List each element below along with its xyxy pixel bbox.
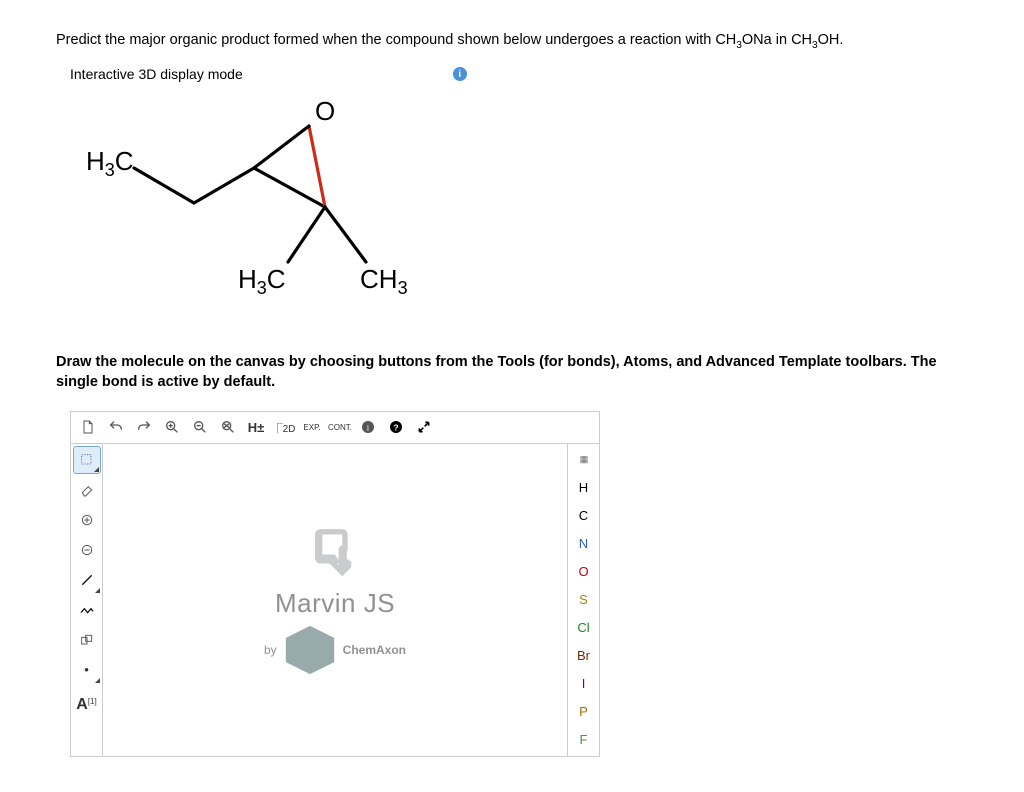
chemaxon-logo-icon <box>281 621 339 679</box>
svg-text:H3C: H3C <box>86 146 134 180</box>
charge-minus-tool[interactable] <box>73 536 101 564</box>
zoom-out-icon[interactable] <box>187 414 213 440</box>
select-tool[interactable] <box>73 446 101 474</box>
hplus-icon[interactable]: H± <box>243 414 269 440</box>
question-text: Predict the major organic product formed… <box>56 32 968 48</box>
editor-left-toolbar: • A[1] <box>71 444 103 756</box>
erase-tool[interactable] <box>73 476 101 504</box>
bond-tool[interactable] <box>73 566 101 594</box>
instructions-text: Draw the molecule on the canvas by choos… <box>56 352 968 393</box>
atom-o[interactable]: O <box>570 558 598 586</box>
2d-icon[interactable]: ⎾2D <box>271 414 297 440</box>
watermark-sub: by ChemAxon <box>264 621 406 679</box>
editor-atom-toolbar: ▦ HCNOSClBrIPF <box>567 444 599 756</box>
molecule-structure: H3C O H3C CH3 <box>70 90 968 340</box>
atom-p[interactable]: P <box>570 698 598 726</box>
tap-icon <box>306 520 364 578</box>
editor-top-toolbar: H± ⎾2D EXP. CONT. i ? <box>71 412 599 444</box>
atom-c[interactable]: C <box>570 502 598 530</box>
cont-icon[interactable]: CONT. <box>327 414 353 440</box>
editor-canvas[interactable]: Marvin JS by ChemAxon <box>103 444 567 756</box>
abbrev-tool[interactable]: • <box>73 656 101 684</box>
display-mode-label: Interactive 3D display mode <box>70 66 243 82</box>
exp-icon[interactable]: EXP. <box>299 414 325 440</box>
atom-label-tool[interactable]: A[1] <box>73 686 101 714</box>
expand-icon[interactable] <box>411 414 437 440</box>
info2-icon[interactable]: i <box>355 414 381 440</box>
new-icon[interactable] <box>75 414 101 440</box>
svg-text:H3C: H3C <box>238 264 286 298</box>
charge-plus-tool[interactable] <box>73 506 101 534</box>
help-icon[interactable]: ? <box>383 414 409 440</box>
svg-text:?: ? <box>393 422 398 432</box>
template-tool[interactable] <box>73 626 101 654</box>
atom-cl[interactable]: Cl <box>570 614 598 642</box>
svg-text:CH3: CH3 <box>360 264 408 298</box>
undo-icon[interactable] <box>103 414 129 440</box>
watermark-title: Marvin JS <box>275 588 395 619</box>
redo-icon[interactable] <box>131 414 157 440</box>
zoom-in-icon[interactable] <box>159 414 185 440</box>
chain-tool[interactable] <box>73 596 101 624</box>
atom-f[interactable]: F <box>570 726 598 754</box>
svg-text:O: O <box>315 96 335 126</box>
info-icon[interactable]: i <box>453 67 467 81</box>
atom-i[interactable]: I <box>570 670 598 698</box>
zoom-fit-icon[interactable] <box>215 414 241 440</box>
atom-br[interactable]: Br <box>570 642 598 670</box>
marvin-editor: H± ⎾2D EXP. CONT. i ? <box>70 411 600 757</box>
atom-n[interactable]: N <box>570 530 598 558</box>
atom-h[interactable]: H <box>570 474 598 502</box>
periodic-table-icon[interactable]: ▦ <box>570 446 598 474</box>
atom-s[interactable]: S <box>570 586 598 614</box>
